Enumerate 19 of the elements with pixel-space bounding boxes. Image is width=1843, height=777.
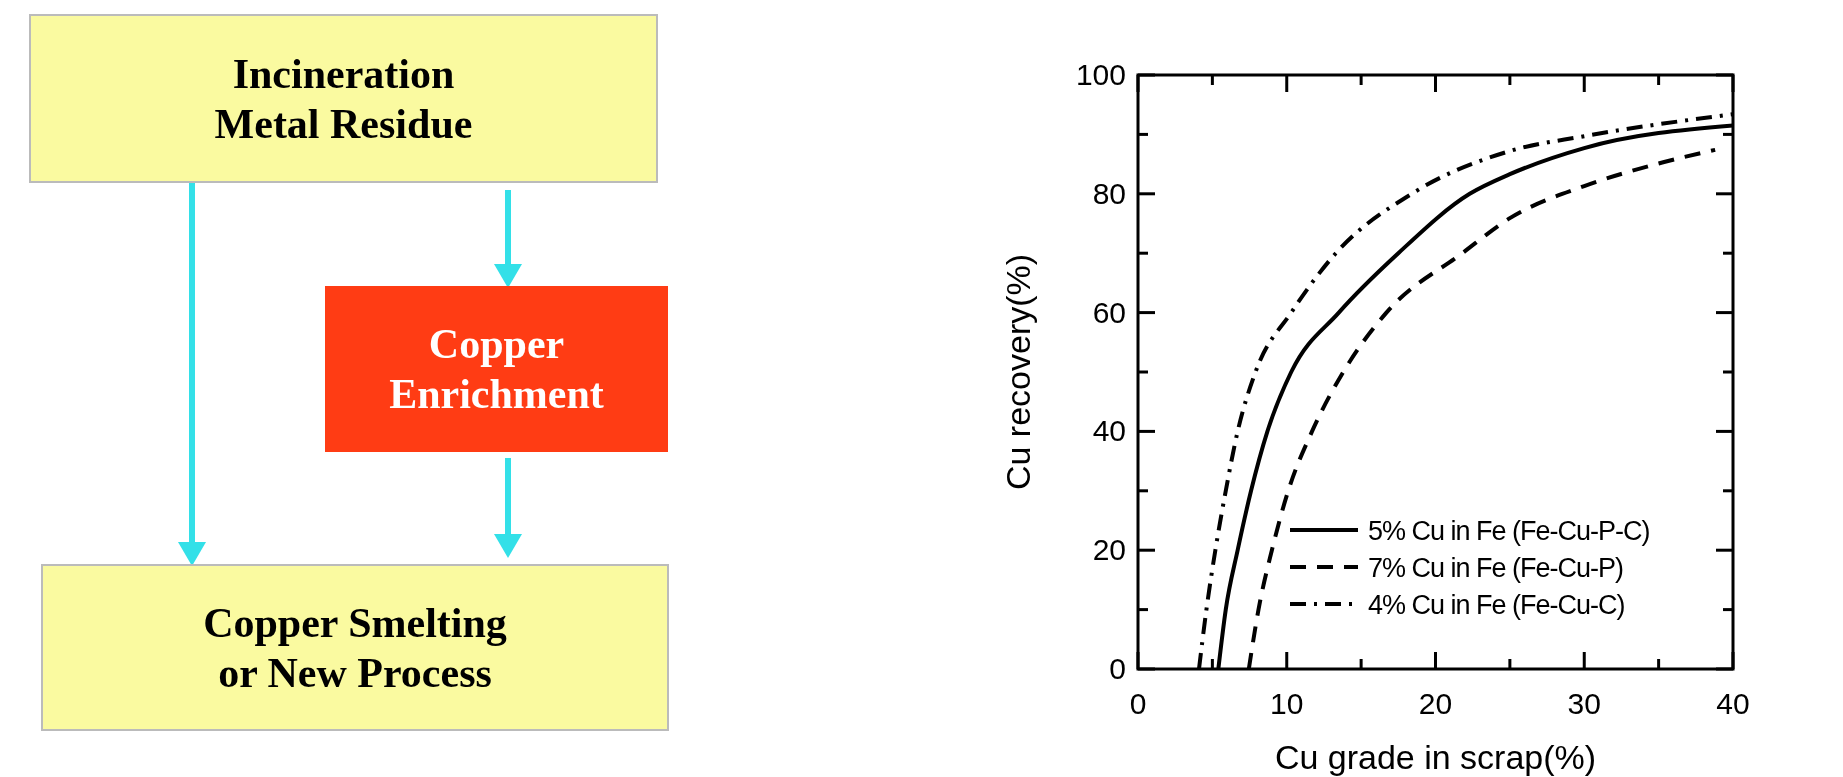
text: Copper Smelting or New Process (203, 599, 507, 696)
x-tick-label: 40 (1716, 687, 1750, 720)
y-tick-label: 60 (1092, 295, 1126, 329)
x-axis-title: Cu grade in scrap(%) (1274, 738, 1597, 776)
x-tick-label: 30 (1567, 687, 1601, 720)
text: Copper Enrichment (389, 321, 604, 417)
x-tick-label: 0 (1129, 687, 1147, 720)
y-tick-label: 20 (1092, 533, 1126, 567)
legend-label: 4% Cu in Fe (Fe-Cu-C) (1368, 590, 1625, 620)
y-tick-label: 80 (1092, 176, 1126, 210)
y-axis-title: Cu recovery(%) (999, 253, 1037, 491)
text: Incineration Metal Residue (214, 50, 473, 147)
legend-label: 5% Cu in Fe (Fe-Cu-P-C) (1368, 516, 1650, 546)
x-tick-label: 10 (1270, 687, 1304, 720)
legend-label: 7% Cu in Fe (Fe-Cu-P) (1368, 553, 1624, 583)
x-tick-label: 20 (1418, 687, 1453, 720)
y-tick-label: 0 (1109, 652, 1126, 685)
y-tick-label: 100 (1075, 58, 1126, 91)
y-tick-label: 40 (1092, 414, 1126, 448)
